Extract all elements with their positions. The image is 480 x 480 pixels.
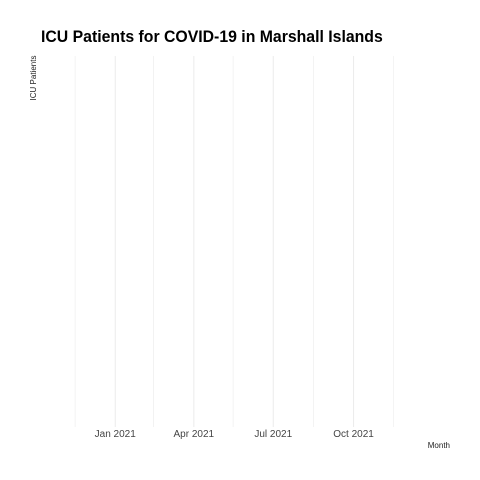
x-axis-label: Month — [428, 441, 450, 450]
y-axis-label: ICU Patients — [29, 56, 38, 101]
chart-title: ICU Patients for COVID-19 in Marshall Is… — [41, 27, 383, 46]
x-tick-label: Oct 2021 — [333, 429, 374, 440]
gridlines — [74, 56, 395, 427]
x-tick-label: Jul 2021 — [254, 429, 292, 440]
x-tick-labels: Jan 2021 Apr 2021 Jul 2021 Oct 2021 — [95, 429, 375, 440]
x-tick-label: Jan 2021 — [95, 429, 137, 440]
x-tick-label: Apr 2021 — [174, 429, 215, 440]
